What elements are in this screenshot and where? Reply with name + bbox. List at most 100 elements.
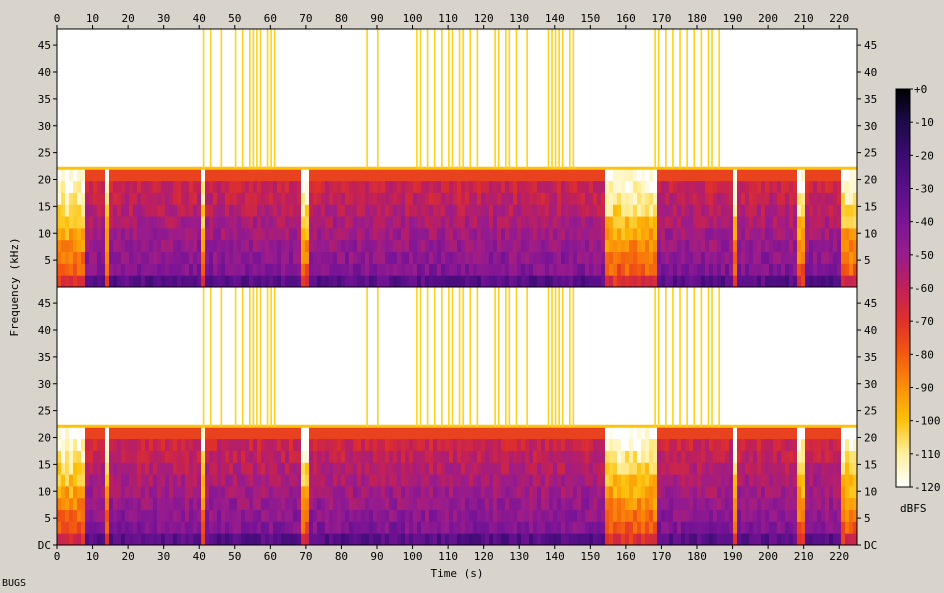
- spectrogram-cell: [245, 216, 250, 229]
- spectrogram-cell: [765, 497, 770, 511]
- spectrogram-cell: [117, 485, 122, 499]
- spectrogram-cell: [649, 180, 654, 193]
- spectrogram-cell: [365, 204, 370, 217]
- spectrogram-cell: [717, 204, 722, 217]
- spectrogram-cell: [149, 192, 154, 205]
- spectrogram-cell: [257, 521, 262, 534]
- spectrogram-cell: [133, 216, 138, 229]
- spectrogram-cell: [129, 497, 134, 511]
- spectrogram-cell: [113, 462, 118, 475]
- spectrogram-cell: [213, 426, 218, 440]
- spectrogram-cell: [489, 474, 494, 487]
- spectrogram-cell: [57, 485, 62, 499]
- spectrogram-cell: [769, 497, 774, 511]
- spectrogram-cell: [729, 509, 734, 522]
- spectrogram-cell: [457, 426, 462, 440]
- spectrogram-cell: [453, 275, 458, 288]
- spectrogram-cell: [529, 275, 534, 288]
- spectrogram-cell: [677, 474, 682, 487]
- spectrogram-cell: [689, 216, 694, 229]
- spectrogram-cell: [293, 509, 298, 522]
- spectrogram-cell: [753, 275, 758, 288]
- spectrogram-cell: [261, 192, 266, 205]
- spectrogram-cell: [505, 450, 510, 463]
- transient-line: [679, 29, 681, 169]
- spectrogram-cell: [273, 426, 278, 440]
- spectrogram-cell: [353, 438, 358, 451]
- axes: 5101520253035404551015202530354045DC5101…: [38, 12, 878, 563]
- spectrogram-cell: [393, 474, 398, 487]
- spectrogram-cell: [477, 509, 482, 522]
- spectrogram-cell: [561, 239, 566, 253]
- spectrogram-cell: [217, 462, 222, 475]
- spectrogram-cell: [301, 509, 306, 522]
- spectrogram-cell: [241, 216, 246, 229]
- spectrogram-cell: [193, 509, 198, 522]
- spectrogram-cell: [457, 227, 462, 241]
- x-tick-label-bottom: 70: [299, 550, 312, 563]
- spectrogram-cell: [517, 227, 522, 241]
- spectrogram-cell: [645, 263, 650, 276]
- spectrogram-cell: [137, 216, 142, 229]
- spectrogram-cell: [281, 485, 286, 499]
- spectrogram-cell: [373, 251, 378, 264]
- spectrogram-cell: [129, 216, 134, 229]
- spectrogram-cell: [773, 438, 778, 451]
- spectrogram-cell: [209, 474, 214, 487]
- spectrogram-cell: [105, 275, 110, 288]
- spectrogram-cell: [689, 497, 694, 511]
- spectrogram-cell: [853, 204, 858, 217]
- spectrogram-cell: [105, 251, 110, 264]
- spectrogram-cell: [401, 168, 406, 182]
- spectrogram-cell: [585, 204, 590, 217]
- spectrogram-cell: [721, 462, 726, 475]
- spectrogram-cell: [265, 497, 270, 511]
- spectrogram-cell: [201, 239, 206, 253]
- spectrogram-cell: [325, 263, 330, 276]
- spectrogram-cell: [641, 168, 646, 182]
- spectrogram-cell: [513, 474, 518, 487]
- spectrogram-cell: [165, 450, 170, 463]
- spectrogram-cell: [241, 485, 246, 499]
- spectrogram-cell: [717, 521, 722, 534]
- spectrogram-cell: [261, 426, 266, 440]
- spectrogram-cell: [393, 180, 398, 193]
- y-tick-label-right: 5: [864, 512, 871, 525]
- spectrogram-cell: [633, 216, 638, 229]
- spectrogram-cell: [569, 275, 574, 288]
- spectrogram-cell: [85, 485, 90, 499]
- spectrogram-cell: [761, 497, 766, 511]
- spectrogram-cell: [565, 251, 570, 264]
- spectrogram-cell: [513, 438, 518, 451]
- spectrogram-cell: [817, 497, 822, 511]
- spectrogram-cell: [545, 450, 550, 463]
- spectrogram-cell: [149, 216, 154, 229]
- spectrogram-cell: [325, 426, 330, 440]
- spectrogram-cell: [141, 533, 146, 546]
- spectrogram-cell: [765, 509, 770, 522]
- spectrogram-cell: [373, 168, 378, 182]
- spectrogram-cell: [365, 275, 370, 288]
- spectrogram-cell: [113, 192, 118, 205]
- spectrogram-cell: [265, 533, 270, 546]
- transient-line: [209, 29, 212, 169]
- spectrogram-cell: [705, 204, 710, 217]
- spectrogram-cell: [465, 239, 470, 253]
- spectrogram-cell: [305, 275, 310, 288]
- spectrogram-cell: [669, 263, 674, 276]
- spectrogram-cell: [701, 180, 706, 193]
- spectrogram-cell: [353, 462, 358, 475]
- spectrogram-cell: [561, 204, 566, 217]
- spectrogram-cell: [329, 497, 334, 511]
- spectrogram-cell: [433, 426, 438, 440]
- transient-line: [508, 29, 511, 169]
- spectrogram-cell: [509, 275, 514, 288]
- spectrogram-cell: [529, 263, 534, 276]
- spectrogram-cell: [149, 204, 154, 217]
- transient-line: [256, 29, 258, 169]
- spectrogram-cell: [325, 533, 330, 546]
- spectrogram-cell: [649, 216, 654, 229]
- spectrogram-cell: [321, 485, 326, 499]
- spectrogram-cell: [329, 509, 334, 522]
- spectrogram-cell: [77, 485, 82, 499]
